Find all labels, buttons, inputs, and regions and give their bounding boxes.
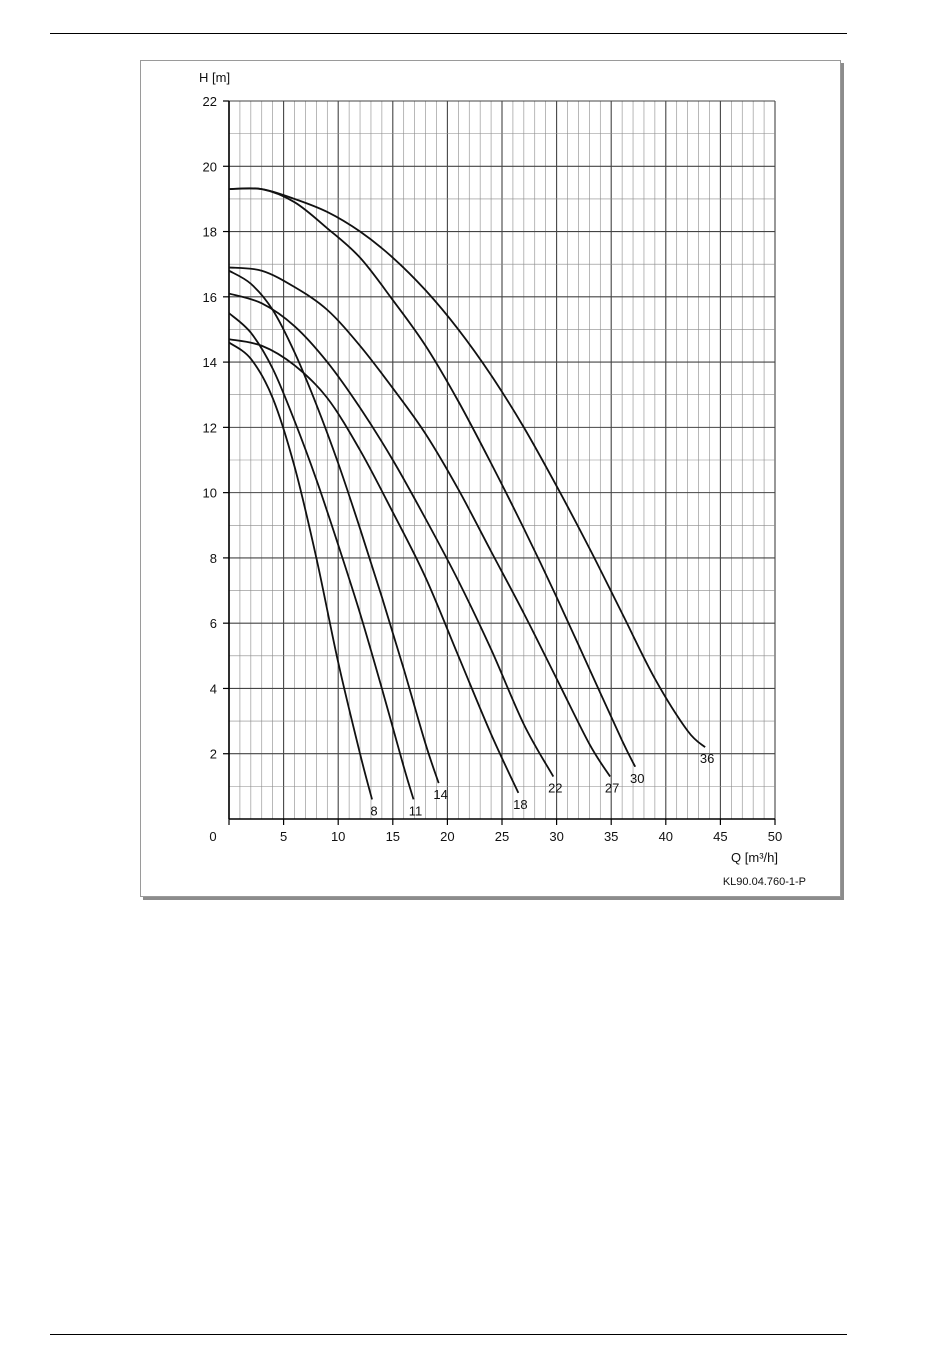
series-8-label: 8 (370, 803, 377, 818)
y-tick-label: 20 (203, 159, 217, 174)
y-tick-label: 18 (203, 225, 217, 240)
series-22-curve (228, 292, 555, 778)
y-tick-label: 8 (210, 551, 217, 566)
x-tick-label: 5 (280, 829, 287, 844)
x-tick-label: 45 (713, 829, 727, 844)
series-14-label: 14 (433, 787, 447, 802)
x-tick-label: 40 (659, 829, 673, 844)
y-tick-label: 10 (203, 486, 217, 501)
series-27-label: 27 (605, 781, 619, 796)
series-14-curve (228, 269, 440, 784)
series-11-curve (228, 312, 415, 800)
footer-rule (50, 1334, 847, 1335)
series-18-curve (228, 338, 520, 794)
header-rule (50, 33, 847, 34)
x-tick-label: 30 (549, 829, 563, 844)
grid (228, 100, 776, 820)
figure-code: KL90.04.760-1-P (723, 876, 806, 888)
x-tick-label: 20 (440, 829, 454, 844)
series-group: 8 11 14 18 22 27 30 36 (228, 187, 714, 818)
series-30-label: 30 (630, 771, 644, 786)
series-18-label: 18 (513, 797, 527, 812)
axes: 0 5 10 15 20 25 30 35 40 45 50 2 4 6 8 10 12 14 16 18 20 22 (203, 94, 783, 844)
x-tick-label: 25 (495, 829, 509, 844)
y-tick-label: 12 (203, 420, 217, 435)
y-tick-label: 4 (210, 681, 217, 696)
x-tick-label: 35 (604, 829, 618, 844)
series-30-curve (228, 187, 637, 768)
x-tick-label: 10 (331, 829, 345, 844)
pump-curve-figure: 0 5 10 15 20 25 30 35 40 45 50 2 4 6 8 10 12 14 16 18 20 22 8… (140, 60, 841, 897)
y-tick-label: 16 (203, 290, 217, 305)
x-tick-label: 15 (386, 829, 400, 844)
y-tick-label: 22 (203, 94, 217, 109)
y-tick-label: 6 (210, 616, 217, 631)
y-tick-label: 14 (203, 355, 217, 370)
pump-curve-chart: 0 5 10 15 20 25 30 35 40 45 50 2 4 6 8 10 12 14 16 18 20 22 8… (199, 70, 806, 888)
series-27-curve (228, 266, 611, 778)
y-tick-label: 2 (210, 747, 217, 762)
x-tick-label: 0 (209, 829, 216, 844)
series-36-label: 36 (700, 751, 714, 766)
y-axis-label: H [m] (199, 70, 230, 85)
x-axis-label: Q [m³/h] (731, 850, 778, 865)
series-22-label: 22 (548, 781, 562, 796)
series-8-curve (228, 341, 373, 800)
x-tick-label: 50 (768, 829, 782, 844)
series-36-curve (228, 187, 706, 748)
series-11-label: 11 (409, 803, 423, 818)
